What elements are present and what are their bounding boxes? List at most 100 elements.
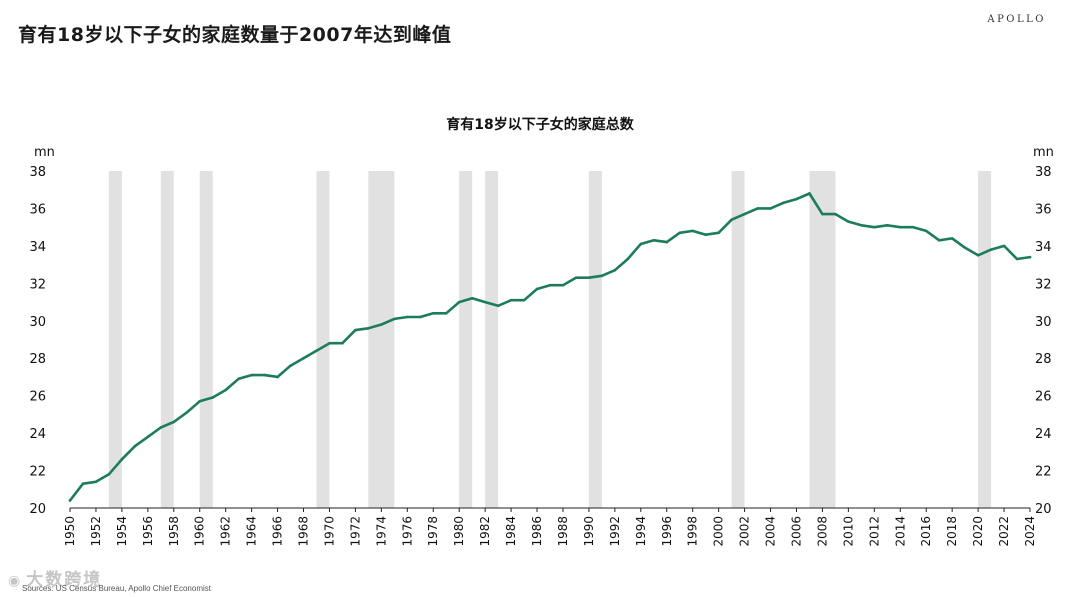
data-point (172, 420, 176, 424)
data-point (730, 218, 733, 221)
data-point (976, 253, 980, 257)
x-tick-label: 2024 (1023, 516, 1037, 547)
y-tick-label-left: 20 (29, 502, 46, 517)
data-point (743, 212, 746, 216)
recession-band (978, 171, 992, 508)
y-tick-label-left: 36 (29, 202, 46, 217)
data-point (289, 364, 292, 368)
y-tick-label-left: 28 (29, 352, 46, 367)
data-point (1002, 244, 1006, 248)
page-title: 育有18岁以下子女的家庭数量于2007年达到峰值 (18, 24, 452, 46)
data-point (341, 341, 344, 345)
x-tick-label: 1972 (348, 516, 362, 547)
x-tick-label: 1986 (530, 516, 544, 547)
x-tick-label: 1988 (556, 516, 570, 547)
data-point (94, 480, 98, 484)
data-point (808, 192, 811, 195)
data-point (367, 326, 370, 330)
data-point (120, 458, 124, 461)
y-tick-label-right: 24 (1035, 427, 1052, 442)
data-point (535, 287, 539, 291)
x-tick-label: 2022 (997, 516, 1011, 547)
data-point (873, 225, 876, 229)
y-tick-label-right: 32 (1035, 277, 1052, 292)
x-tick-label: 1990 (582, 516, 596, 547)
y-tick-label-left: 34 (29, 240, 46, 255)
x-tick-label: 2010 (841, 516, 855, 547)
data-point (405, 315, 409, 319)
data-point (847, 220, 850, 223)
y-axis-unit-right: mn (1033, 145, 1054, 160)
data-point (834, 212, 837, 216)
data-point (211, 396, 215, 399)
chart-title: 育有18岁以下子女的家庭总数 (446, 117, 634, 133)
x-tick-label: 2012 (867, 516, 881, 547)
x-tick-label: 2002 (738, 516, 752, 547)
y-tick-label-right: 34 (1035, 240, 1052, 255)
data-point (769, 207, 772, 210)
data-point (250, 373, 253, 377)
data-point (574, 276, 578, 280)
data-point (989, 248, 993, 251)
x-tick-label: 1980 (452, 516, 466, 547)
watermark: ◉ 大数跨境 (8, 565, 102, 590)
data-point (354, 328, 357, 332)
data-point (963, 246, 967, 250)
y-tick-label-left: 22 (29, 465, 46, 480)
data-point (885, 223, 889, 227)
x-tick-label: 1982 (478, 516, 492, 547)
x-tick-label: 1952 (89, 516, 103, 547)
recession-band (588, 171, 602, 508)
data-point (81, 482, 85, 485)
data-point (717, 231, 720, 235)
x-tick-label: 1998 (686, 516, 700, 547)
y-axis-unit-left: mn (34, 145, 55, 160)
data-point (678, 231, 682, 235)
y-tick-label-right: 26 (1035, 390, 1052, 405)
data-point (483, 300, 487, 304)
y-tick-label-right: 38 (1035, 165, 1052, 180)
x-tick-label: 2004 (764, 516, 778, 547)
data-point (860, 223, 863, 227)
recession-band (809, 171, 836, 508)
y-tick-label-right: 20 (1035, 502, 1052, 517)
recession-band (160, 171, 174, 508)
y-tick-label-left: 32 (29, 277, 46, 292)
y-tick-label-left: 30 (29, 315, 46, 330)
data-point (224, 388, 227, 392)
x-tick-label: 1994 (634, 516, 648, 547)
data-point (328, 341, 331, 345)
x-tick-label: 1992 (608, 516, 622, 547)
x-tick-label: 1960 (193, 516, 207, 547)
data-point (302, 356, 305, 360)
data-point (600, 274, 604, 278)
data-point (937, 238, 941, 242)
data-point (418, 315, 422, 319)
data-point (898, 225, 902, 229)
brand-logo: APOLLO (987, 14, 1046, 25)
data-point (626, 257, 630, 261)
y-tick-label-right: 36 (1035, 202, 1052, 217)
x-tick-label: 1974 (374, 516, 388, 547)
x-tick-label: 2016 (919, 516, 933, 547)
data-point (315, 349, 318, 353)
data-point (185, 411, 189, 414)
x-tick-label: 1964 (245, 516, 259, 547)
series-layer (68, 192, 1032, 502)
y-tick-label-right: 28 (1035, 352, 1052, 367)
x-tick-label: 2008 (815, 516, 829, 547)
x-tick-label: 1978 (426, 516, 440, 547)
x-tick-label: 2018 (945, 516, 959, 547)
data-point (1028, 255, 1032, 259)
series-line (68, 192, 1032, 502)
data-point (691, 229, 695, 233)
data-point (107, 473, 111, 476)
data-point (457, 300, 461, 304)
recession-bands (108, 171, 992, 508)
x-tick-label: 1950 (63, 516, 77, 547)
recession-band (368, 171, 395, 508)
data-point (133, 444, 137, 448)
data-point (665, 240, 669, 244)
data-point (950, 237, 954, 240)
data-point (795, 197, 798, 201)
